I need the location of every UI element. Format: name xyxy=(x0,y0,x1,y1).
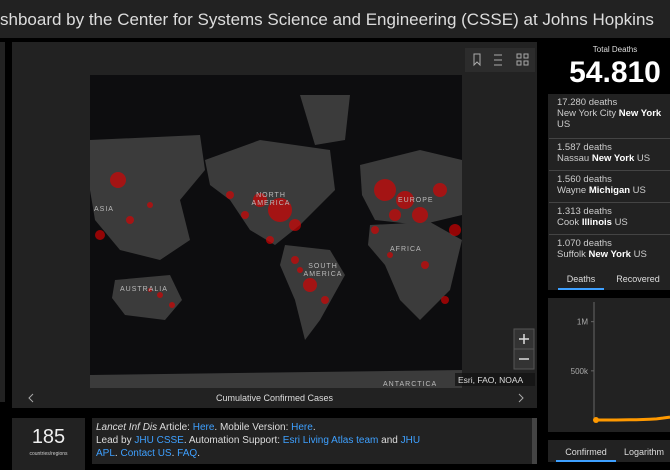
text: Lancet Inf Dis xyxy=(96,422,158,433)
country: US xyxy=(632,185,646,196)
chart: 1M 500k xyxy=(571,302,670,423)
link[interactable]: FAQ xyxy=(177,448,198,459)
death-count: 1.587 deaths xyxy=(557,142,612,153)
map-caption: Cumulative Confirmed Cases xyxy=(215,393,334,403)
region: Michigan xyxy=(588,185,631,196)
attribution-bg xyxy=(455,373,535,386)
y-tick-label: 500k xyxy=(571,367,589,376)
chart-panel xyxy=(548,298,670,432)
map-label: NORTH AMERICA xyxy=(251,192,291,207)
death-count: 1.313 deaths xyxy=(557,206,612,217)
map-arrows[interactable] xyxy=(28,393,524,403)
link[interactable]: Esri Living Atlas team xyxy=(282,435,379,446)
place: New York City xyxy=(557,108,617,119)
region: New York xyxy=(591,153,635,164)
death-item[interactable]: 1.313 deaths Cook Illinois US xyxy=(549,203,670,235)
total-box xyxy=(548,42,670,94)
text: . xyxy=(197,448,200,459)
zoom-icons xyxy=(519,334,529,360)
header-bar xyxy=(0,0,670,38)
place: Wayne xyxy=(557,185,587,196)
link[interactable]: Contact US xyxy=(120,448,172,459)
countries-box xyxy=(12,418,85,470)
map-label: AUSTRALIA xyxy=(120,286,168,293)
text: Article: xyxy=(157,422,193,433)
region: New York xyxy=(588,249,631,260)
series-line xyxy=(596,415,670,422)
y-tick-label: 1M xyxy=(577,318,588,327)
countries-value: 185 xyxy=(31,426,66,448)
death-item[interactable]: 1.560 deaths Wayne Michigan US xyxy=(549,171,670,203)
death-item[interactable]: 1.070 deaths Suffolk New York US xyxy=(549,235,670,267)
text: . Mobile Version: xyxy=(214,422,292,433)
text: . Automation Support: xyxy=(183,435,283,446)
left-panel xyxy=(0,42,5,402)
death-count: 1.560 deaths xyxy=(557,174,612,185)
map-label: ANTARCTICA xyxy=(383,381,438,388)
attribution: Esri, FAO, NOAA xyxy=(458,375,524,385)
toolbar-icons xyxy=(473,53,529,67)
country: US xyxy=(633,249,647,260)
chart-tabs xyxy=(548,440,670,462)
header-title: shboard by the Center for Systems Scienc… xyxy=(0,10,654,29)
tab[interactable]: Confirmed xyxy=(565,447,607,457)
place: Nassau xyxy=(557,153,590,164)
land xyxy=(90,95,462,388)
place: Suffolk xyxy=(557,249,586,260)
link[interactable]: Here xyxy=(291,422,313,433)
scrollbar xyxy=(532,418,537,464)
text: . xyxy=(171,448,178,459)
total-value: 54.810 xyxy=(569,56,661,89)
tab[interactable]: Deaths xyxy=(566,274,596,284)
death-item[interactable]: 17.280 deaths New York City New York US xyxy=(549,94,670,139)
link[interactable]: Here xyxy=(192,422,215,433)
country: US xyxy=(557,119,571,130)
text: Lead by xyxy=(96,435,135,446)
link[interactable]: JHU APL xyxy=(96,435,421,459)
case-bubbles xyxy=(95,172,461,308)
text: and xyxy=(378,435,401,446)
link[interactable]: JHU CSSE xyxy=(134,435,184,446)
map-label: AFRICA xyxy=(390,246,422,253)
country: US xyxy=(614,217,628,228)
countries-label: countries/regions xyxy=(29,451,68,457)
country: US xyxy=(636,153,651,164)
map-label: EUROPE xyxy=(398,197,434,204)
text: . xyxy=(114,448,121,459)
death-item[interactable]: 1.587 deaths Nassau New York US xyxy=(549,139,670,171)
map-label: ASIA xyxy=(94,206,114,213)
place: Cook xyxy=(557,217,580,228)
series-start xyxy=(593,417,599,423)
region: Illinois xyxy=(581,217,612,228)
tab[interactable]: Logarithm xyxy=(624,447,665,457)
death-count: 1.070 deaths xyxy=(557,238,612,249)
info-box xyxy=(92,418,537,464)
deaths-tabs xyxy=(548,268,670,290)
map-label: SOUTH AMERICA xyxy=(303,263,343,278)
region: New York xyxy=(618,108,662,119)
total-label: Total Deaths xyxy=(592,45,638,54)
tab[interactable]: Recovered xyxy=(616,274,660,284)
text: . xyxy=(312,422,316,433)
death-count: 17.280 deaths xyxy=(557,97,618,108)
info-text: Lancet Inf Dis Article: Here. Mobile Ver… xyxy=(96,421,441,460)
